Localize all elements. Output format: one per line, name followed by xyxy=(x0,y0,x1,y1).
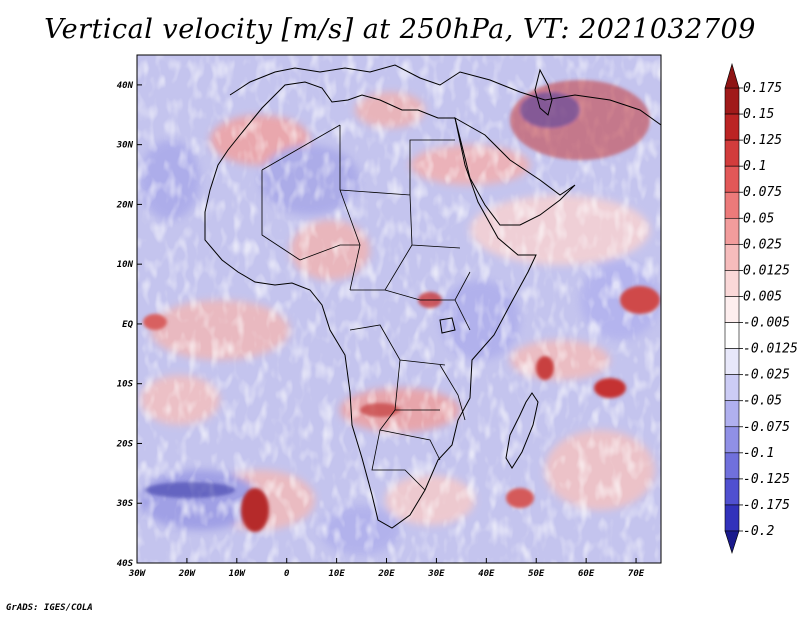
colorbar-segment xyxy=(724,504,740,532)
lon-tick-label: 10E xyxy=(328,569,345,579)
colorbar-segment xyxy=(724,296,740,323)
lon-tick-label: 30W xyxy=(128,569,147,579)
colorbar-segment xyxy=(724,217,740,245)
colorbar-label: -0.05 xyxy=(743,394,782,409)
lon-tick-label: 20E xyxy=(377,569,395,579)
internal-borders xyxy=(261,124,471,491)
colorbar-label: -0.175 xyxy=(743,498,790,513)
madagascar-outline xyxy=(505,392,539,469)
colorbar-label: 0.05 xyxy=(743,211,774,226)
lon-tick-label: 10W xyxy=(229,569,247,579)
lon-tick-label: 40E xyxy=(478,569,495,579)
colorbar-label: 0.1 xyxy=(743,159,766,174)
lon-tick-label: 60E xyxy=(578,569,595,579)
colorbar-segment xyxy=(724,87,740,115)
colorbar-label: 0.0125 xyxy=(743,263,790,278)
colorbar-segment xyxy=(724,322,740,349)
country-borders xyxy=(204,64,661,529)
lat-tick-label: 10S xyxy=(117,380,134,390)
colorbar-segment xyxy=(724,400,740,428)
colorbar-segment xyxy=(724,165,740,193)
colorbar-segment xyxy=(724,191,740,219)
colorbar-label: 0.005 xyxy=(743,289,782,304)
lat-tick-label: 10N xyxy=(117,260,134,270)
colorbar-label: 0.025 xyxy=(743,237,782,252)
lake-victoria xyxy=(439,317,456,334)
colorbar-label: 0.075 xyxy=(743,185,782,200)
colorbar-segment xyxy=(724,452,740,480)
colorbar-segment xyxy=(724,374,740,402)
lat-tick-label: 20S xyxy=(116,439,134,449)
lat-tick-label: 30N xyxy=(116,141,134,151)
colorbar-label: -0.1 xyxy=(743,446,774,461)
lat-tick-label: 40N xyxy=(117,81,134,91)
colorbar-label: -0.0125 xyxy=(743,342,798,357)
lat-tick-label: 30S xyxy=(116,499,134,509)
colorbar: 0.175 0.15 0.125 0.1 0.075 0.05 0.025 0.0125 0.0… xyxy=(724,62,798,554)
colorbar-label: 0.125 xyxy=(743,133,782,148)
colorbar-top-arrow xyxy=(724,62,740,89)
colorbar-segment xyxy=(724,139,740,167)
chart-title: Vertical velocity [m/s] at 250hPa, VT: 2… xyxy=(44,14,756,45)
colorbar-segment xyxy=(724,244,740,271)
africa-coastline xyxy=(204,81,537,529)
grads-credit: GrADS: IGES/COLA xyxy=(6,603,93,613)
lat-tick-label: 40S xyxy=(117,559,134,569)
arabian-peninsula xyxy=(454,116,576,226)
colorbar-label: -0.2 xyxy=(743,524,774,539)
colorbar-segment xyxy=(724,426,740,454)
axis-ticks: 30W 20W 10W 0 10E 20E 30E 40E 50E 60E 70E 40N 30N 20N… xyxy=(116,81,645,579)
colorbar-segment xyxy=(724,113,740,141)
colorbar-segment xyxy=(724,348,740,375)
colorbar-bottom-arrow xyxy=(724,530,740,554)
lon-tick-label: 50E xyxy=(528,569,545,579)
lon-tick-label: 30E xyxy=(427,569,445,579)
lat-tick-label: EQ xyxy=(122,320,133,330)
caspian-coast xyxy=(534,68,553,116)
map-frame xyxy=(136,54,662,564)
lon-tick-label: 0 xyxy=(284,569,290,579)
europe-coast xyxy=(229,64,661,126)
colorbar-label: -0.005 xyxy=(743,316,790,331)
colorbar-label: 0.15 xyxy=(743,107,774,122)
colorbar-label: -0.125 xyxy=(743,472,790,487)
colorbar-label: 0.175 xyxy=(743,81,782,96)
lat-tick-label: 20N xyxy=(116,200,134,210)
colorbar-label: -0.025 xyxy=(743,368,790,383)
colorbar-segment xyxy=(724,478,740,506)
lon-tick-label: 70E xyxy=(628,569,645,579)
lon-tick-label: 20W xyxy=(178,569,197,579)
colorbar-label: -0.075 xyxy=(743,420,790,435)
velocity-field xyxy=(137,55,661,563)
colorbar-segment xyxy=(724,270,740,297)
